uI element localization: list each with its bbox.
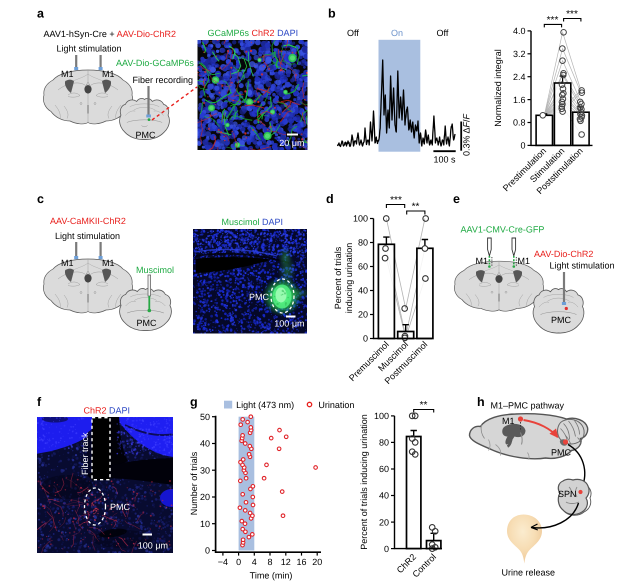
- svg-text:f: f: [37, 395, 42, 409]
- svg-text:20: 20: [358, 310, 368, 320]
- svg-text:Off: Off: [437, 28, 449, 38]
- svg-text:0.8: 0.8: [513, 118, 526, 128]
- svg-text:−4: −4: [218, 557, 228, 567]
- svg-text:0: 0: [384, 544, 389, 554]
- svg-text:M1–PMC pathway: M1–PMC pathway: [491, 401, 565, 411]
- svg-text:AAV-CaMKII-ChR2: AAV-CaMKII-ChR2: [50, 216, 126, 226]
- svg-text:M1: M1: [102, 69, 115, 79]
- svg-text:Muscimol DAPI: Muscimol DAPI: [222, 217, 284, 227]
- svg-text:20: 20: [312, 557, 322, 567]
- svg-text:Light stimulation: Light stimulation: [57, 44, 122, 54]
- svg-text:80: 80: [379, 438, 389, 448]
- svg-text:***: ***: [547, 15, 559, 26]
- svg-text:M1: M1: [502, 416, 515, 426]
- svg-text:100: 100: [374, 411, 389, 421]
- svg-text:**: **: [412, 202, 420, 213]
- svg-text:Number of trials: Number of trials: [189, 451, 199, 515]
- svg-text:Light stimulation: Light stimulation: [550, 261, 615, 271]
- svg-text:a: a: [37, 7, 45, 21]
- svg-text:0: 0: [205, 546, 210, 556]
- svg-text:inducing urination: inducing urination: [344, 243, 354, 314]
- svg-text:1.6: 1.6: [513, 95, 526, 105]
- svg-text:20: 20: [379, 517, 389, 527]
- svg-text:Fiber recording: Fiber recording: [133, 75, 194, 85]
- svg-text:100: 100: [353, 214, 368, 224]
- svg-text:AAV-Dio-ChR2: AAV-Dio-ChR2: [534, 249, 593, 259]
- svg-text:100 μm: 100 μm: [274, 319, 304, 329]
- svg-text:g: g: [190, 395, 198, 409]
- svg-text:Light stimulation: Light stimulation: [55, 231, 120, 241]
- svg-text:AAV1-CMV-Cre-GFP: AAV1-CMV-Cre-GFP: [461, 225, 545, 235]
- svg-text:100 μm: 100 μm: [138, 541, 168, 551]
- svg-text:50: 50: [200, 412, 210, 422]
- svg-text:On: On: [391, 28, 403, 38]
- svg-text:SPN: SPN: [558, 489, 577, 499]
- svg-text:Off: Off: [347, 28, 359, 38]
- svg-text:3.2: 3.2: [513, 49, 526, 59]
- svg-text:Time (min): Time (min): [250, 571, 293, 581]
- svg-text:***: ***: [390, 195, 402, 206]
- svg-text:c: c: [37, 192, 44, 206]
- svg-text:60: 60: [379, 464, 389, 474]
- svg-text:Percent of trials: Percent of trials: [333, 246, 343, 309]
- svg-text:16: 16: [296, 557, 306, 567]
- svg-text:2.4: 2.4: [513, 72, 526, 82]
- svg-text:GCaMP6s ChR2 DAPI: GCaMP6s ChR2 DAPI: [208, 28, 299, 38]
- svg-text:80: 80: [358, 238, 368, 248]
- svg-text:M1: M1: [102, 258, 115, 268]
- svg-text:0: 0: [363, 334, 368, 344]
- svg-text:PMC: PMC: [551, 448, 572, 458]
- svg-text:d: d: [326, 192, 334, 206]
- svg-text:10: 10: [200, 519, 210, 529]
- svg-text:Light (473 nm): Light (473 nm): [236, 400, 294, 410]
- svg-text:0: 0: [520, 141, 525, 151]
- svg-text:100 s: 100 s: [433, 155, 456, 165]
- svg-text:0: 0: [236, 557, 241, 567]
- svg-text:PMC: PMC: [249, 292, 270, 302]
- svg-text:e: e: [453, 192, 460, 206]
- svg-text:0.3% ΔF/F: 0.3% ΔF/F: [462, 113, 472, 156]
- svg-text:4: 4: [252, 557, 257, 567]
- svg-text:AAV-Dio-GCaMP6s: AAV-Dio-GCaMP6s: [116, 58, 194, 68]
- svg-text:**: **: [420, 400, 428, 411]
- svg-text:M1: M1: [61, 69, 74, 79]
- svg-text:Fiber track: Fiber track: [80, 432, 90, 475]
- svg-text:Normalized integral: Normalized integral: [493, 49, 503, 127]
- svg-text:PMC: PMC: [551, 315, 572, 325]
- svg-text:Urination: Urination: [318, 400, 354, 410]
- svg-text:PMC: PMC: [137, 318, 158, 328]
- svg-text:60: 60: [358, 262, 368, 272]
- svg-text:b: b: [328, 7, 336, 21]
- svg-text:20: 20: [200, 492, 210, 502]
- svg-text:4.0: 4.0: [513, 26, 526, 36]
- svg-text:12: 12: [281, 557, 291, 567]
- svg-text:40: 40: [358, 286, 368, 296]
- svg-text:Muscimol: Muscimol: [136, 265, 174, 275]
- svg-text:40: 40: [200, 439, 210, 449]
- svg-text:PMC: PMC: [110, 502, 131, 512]
- svg-text:Urine release: Urine release: [502, 568, 556, 578]
- svg-text:40: 40: [379, 491, 389, 501]
- svg-text:PMC: PMC: [136, 130, 157, 140]
- svg-text:Percent of trials inducing uri: Percent of trials inducing urination: [359, 414, 369, 550]
- svg-text:ChR2 DAPI: ChR2 DAPI: [84, 406, 131, 416]
- svg-text:h: h: [477, 395, 485, 409]
- svg-text:***: ***: [566, 9, 578, 20]
- svg-text:30: 30: [200, 465, 210, 475]
- svg-text:20 μm: 20 μm: [279, 138, 304, 148]
- svg-text:M1: M1: [518, 256, 531, 266]
- svg-text:M1: M1: [476, 256, 489, 266]
- svg-text:M1: M1: [61, 258, 74, 268]
- svg-text:AAV1-hSyn-Cre + AAV-Dio-ChR2: AAV1-hSyn-Cre + AAV-Dio-ChR2: [44, 29, 176, 39]
- svg-text:8: 8: [267, 557, 272, 567]
